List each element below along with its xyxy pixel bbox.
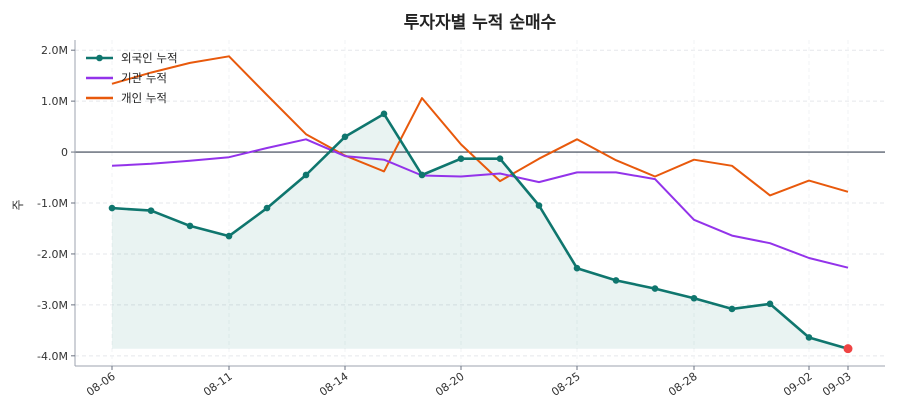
legend-marker (96, 54, 103, 62)
data-point (573, 264, 581, 272)
data-point (535, 202, 543, 209)
y-tick-label: -2.0M (37, 248, 68, 261)
last-point-marker (843, 344, 853, 354)
data-point (496, 155, 504, 162)
legend-label: 외국인 누적 (121, 51, 178, 65)
legend-label: 개인 누적 (121, 91, 167, 105)
y-tick-label: 1.0M (41, 95, 68, 108)
legend-label: 기관 누적 (121, 71, 167, 85)
area-fills (112, 113, 848, 349)
series-area-fill (112, 113, 848, 349)
data-point (805, 334, 813, 341)
x-tick-label: 08-25 (549, 370, 583, 399)
data-point (728, 305, 736, 313)
data-point (380, 110, 388, 118)
data-point (690, 294, 698, 302)
data-point (263, 204, 271, 212)
x-tick-label: 08-06 (84, 370, 118, 399)
series-lines (111, 55, 849, 350)
x-tick-label: 08-20 (433, 370, 467, 399)
x-tick-label: 08-14 (317, 370, 351, 399)
data-point (186, 222, 194, 230)
x-tick-label: 08-11 (201, 370, 235, 399)
y-tick-label: -3.0M (37, 299, 68, 312)
data-point (612, 277, 620, 284)
x-tick-label: 09-03 (820, 370, 854, 399)
x-tick-label: 09-02 (781, 370, 815, 399)
y-tick-label: 2.0M (41, 44, 68, 57)
series-line (111, 55, 849, 197)
series-markers (108, 110, 853, 354)
chart-title: 투자자별 누적 순매수 (404, 13, 557, 33)
data-point (341, 133, 349, 141)
y-tick-label: -4.0M (37, 350, 68, 363)
y-tick-label: 0 (61, 146, 68, 159)
x-tick-label: 08-28 (666, 370, 700, 399)
y-tick-label: -1.0M (37, 197, 68, 210)
series-line (111, 138, 849, 269)
data-point (108, 204, 116, 212)
data-point (766, 300, 774, 308)
data-point (225, 232, 233, 240)
data-point (457, 155, 465, 162)
data-point (418, 171, 426, 179)
data-point (147, 207, 155, 214)
grid-lines (75, 40, 885, 366)
data-point (651, 285, 659, 292)
y-axis-label: 주 (11, 199, 25, 210)
series-line (111, 112, 849, 350)
data-point (302, 171, 310, 179)
